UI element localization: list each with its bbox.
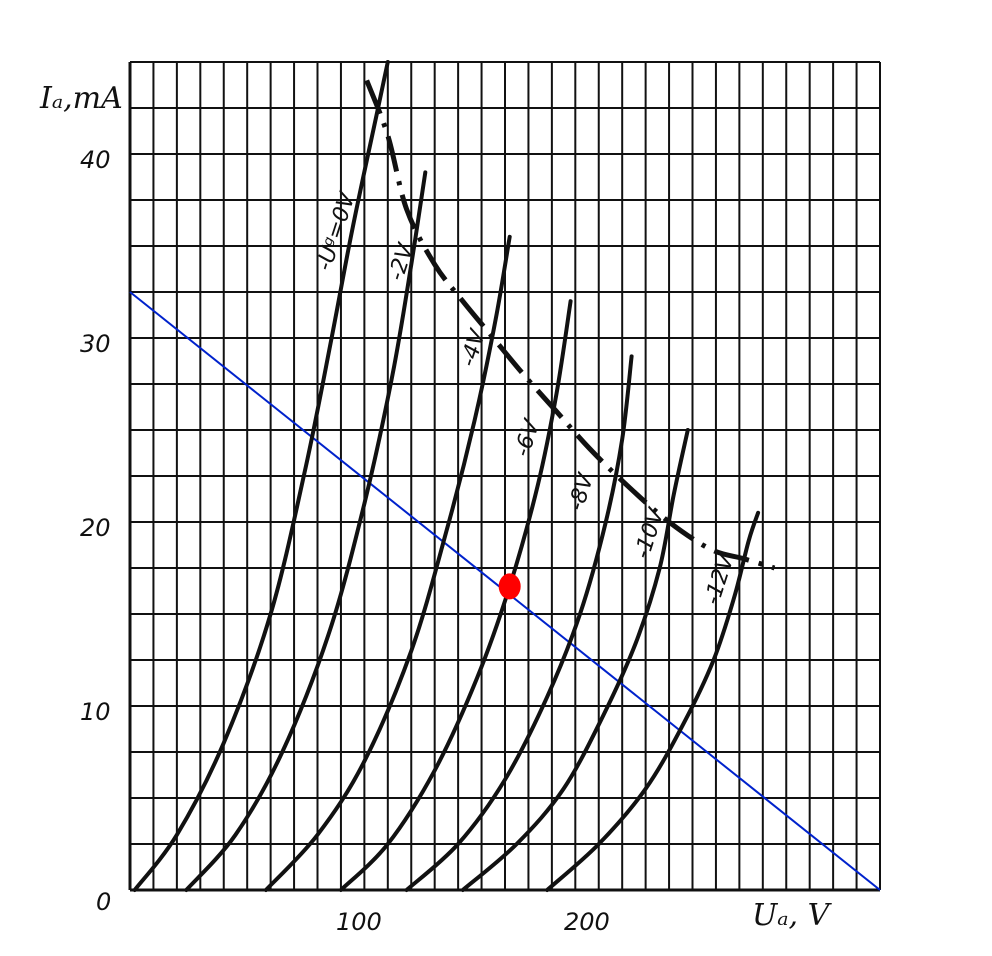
y-tick-label: 40 xyxy=(80,146,111,174)
series-curve xyxy=(184,170,428,892)
limit-curve-layer xyxy=(364,79,776,571)
grid xyxy=(128,61,881,892)
operating-point-layer xyxy=(498,573,521,600)
limit-curve xyxy=(364,79,776,571)
x-tick-label: 200 xyxy=(564,908,610,936)
series-curve xyxy=(545,510,761,892)
x-axis-title: Uₐ, V xyxy=(752,898,833,933)
y-tick-label: 10 xyxy=(80,698,111,726)
series-curve xyxy=(404,354,634,892)
series-curve xyxy=(460,428,690,892)
operating-point xyxy=(498,573,521,600)
x-tick-label: 100 xyxy=(336,908,382,936)
y-axis-title: Iₐ,mA xyxy=(39,81,123,116)
series-curve xyxy=(132,60,390,892)
series-label: -6V xyxy=(510,415,546,460)
series-curve xyxy=(338,299,573,892)
y-tick-label: 20 xyxy=(80,514,111,542)
y-tick-label: 30 xyxy=(80,330,111,358)
curves xyxy=(132,60,761,892)
origin-label: 0 xyxy=(96,888,111,916)
labels: Iₐ,mA Uₐ, V 0 100 200 10 20 30 40 -Uᵍ=0V… xyxy=(39,81,833,936)
